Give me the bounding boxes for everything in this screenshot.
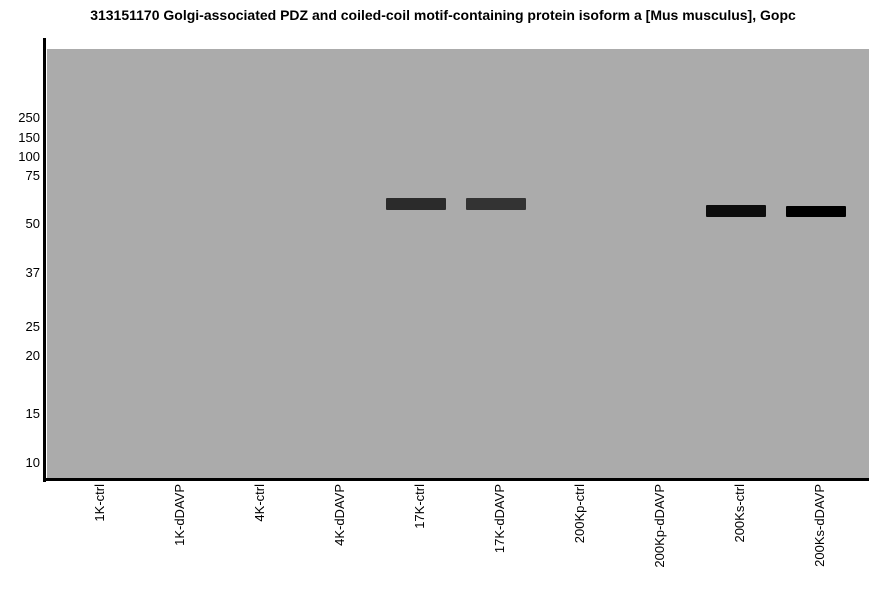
mw-tick-10: 10 [25,455,40,470]
lane-label-200Kp-dDAVP: 200Kp-dDAVP [652,484,667,568]
lane-label-200Ks-ctrl: 200Ks-ctrl [732,484,747,543]
lane-label-1K-dDAVP: 1K-dDAVP [172,484,187,546]
lane-label-200Kp-ctrl: 200Kp-ctrl [572,484,587,544]
lane-label-1K-ctrl: 1K-ctrl [92,484,107,522]
lane-label-4K-ctrl: 4K-ctrl [252,484,267,522]
band-200Ks-ctrl [706,205,766,217]
mw-tick-250: 250 [18,110,40,125]
mw-tick-37: 37 [25,265,40,280]
mw-tick-15: 15 [25,406,40,421]
lane-label-4K-dDAVP: 4K-dDAVP [332,484,347,546]
gel-area [47,49,869,478]
lane-label-17K-dDAVP: 17K-dDAVP [492,484,507,554]
band-17K-dDAVP [466,198,526,210]
band-200Ks-dDAVP [786,206,846,217]
mw-tick-100: 100 [18,149,40,164]
mw-tick-25: 25 [25,319,40,334]
band-17K-ctrl [386,198,446,210]
x-axis-line [43,478,869,481]
mw-tick-150: 150 [18,130,40,145]
mw-tick-20: 20 [25,348,40,363]
figure-title: 313151170 Golgi-associated PDZ and coile… [90,7,796,23]
mw-tick-75: 75 [25,168,40,183]
lane-label-200Ks-dDAVP: 200Ks-dDAVP [812,484,827,567]
lane-label-17K-ctrl: 17K-ctrl [412,484,427,529]
y-axis-line [43,38,46,482]
mw-tick-50: 50 [25,216,40,231]
